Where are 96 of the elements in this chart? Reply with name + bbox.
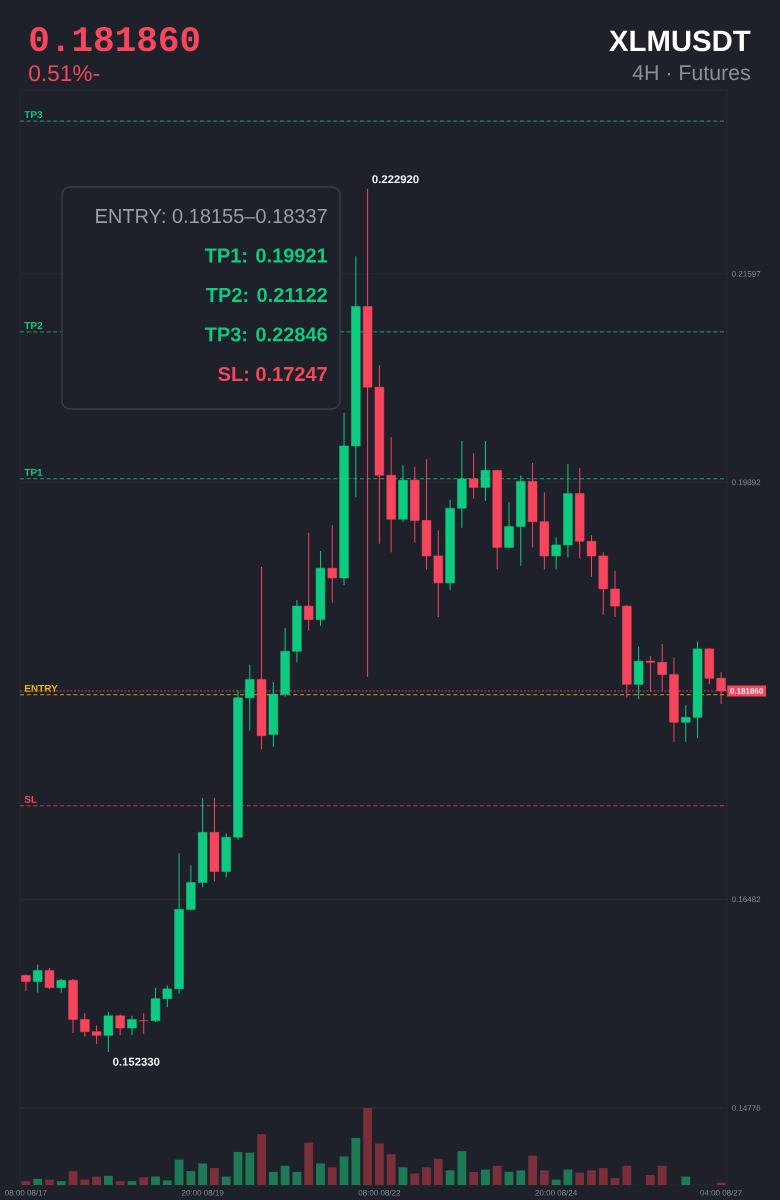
bar — [92, 1176, 102, 1185]
candlestick — [32, 963, 43, 994]
candlestick — [327, 524, 337, 603]
bar — [45, 1179, 54, 1185]
bar — [374, 1143, 384, 1185]
bar — [316, 1163, 325, 1185]
y-tick-label: 0.14776 — [732, 1105, 761, 1111]
candlestick — [657, 643, 667, 691]
candlestick — [633, 645, 644, 700]
bar — [363, 1108, 373, 1185]
bar — [103, 1175, 113, 1185]
bar — [210, 1168, 219, 1185]
bar — [422, 1167, 431, 1185]
bar — [280, 1165, 290, 1185]
ref-line-label: ENTRY — [24, 684, 58, 692]
y-tick-label: 0.16482 — [732, 896, 761, 903]
bar — [516, 1170, 526, 1185]
bar — [127, 1181, 137, 1185]
bar — [198, 1163, 208, 1185]
annotation: ENTRY: 0.18155–0.18337 — [96, 208, 327, 224]
candlestick — [245, 664, 255, 732]
annotation: TP2: 0.21122 — [206, 287, 327, 303]
bar — [598, 1168, 608, 1185]
candlestick — [304, 532, 314, 632]
bar — [410, 1173, 420, 1185]
candlestick — [504, 501, 514, 550]
candlestick — [103, 1011, 114, 1053]
bar — [575, 1172, 585, 1185]
y-tick-label: 0.21597 — [732, 270, 761, 277]
bar — [539, 1170, 549, 1185]
candlestick — [139, 1012, 149, 1035]
candlestick — [551, 537, 561, 570]
bar — [304, 1142, 314, 1185]
bar — [398, 1167, 408, 1185]
bar — [233, 1151, 243, 1185]
candlestick — [610, 570, 620, 618]
x-tick-label: 20:00 08/24 — [535, 1189, 578, 1196]
candlestick — [80, 1012, 90, 1038]
bar — [587, 1170, 596, 1185]
candlestick — [91, 1025, 102, 1045]
x-tick-label: 04:00 08/27 — [700, 1189, 742, 1196]
annotation: 0.222920 — [372, 175, 419, 184]
ref-line-label: SL — [24, 795, 37, 803]
candlestick — [21, 973, 31, 992]
chart-title: XLMUSDT — [609, 30, 751, 52]
bar — [657, 1165, 667, 1185]
bar — [645, 1174, 655, 1185]
candlestick — [127, 1015, 137, 1036]
bar — [221, 1176, 231, 1185]
bar — [681, 1176, 691, 1185]
bar — [257, 1134, 266, 1185]
bar — [551, 1179, 561, 1185]
bar — [433, 1158, 443, 1185]
bar — [327, 1167, 337, 1185]
bar — [610, 1178, 620, 1185]
bar — [292, 1171, 302, 1185]
bar — [351, 1138, 361, 1185]
chart-subtitle: 4H · Futures — [632, 65, 750, 81]
text: 0.181860 — [30, 26, 199, 52]
bar — [186, 1171, 196, 1185]
bar — [68, 1171, 78, 1185]
bar — [445, 1170, 455, 1185]
text: 0.51%- — [29, 65, 100, 82]
x-tick-label: 20:00 08/19 — [181, 1189, 224, 1196]
annotation: 0.152330 — [113, 1057, 160, 1066]
x-tick-label: 08:00 08/22 — [358, 1189, 401, 1196]
bar — [716, 1182, 726, 1185]
bar — [33, 1178, 43, 1185]
ref-line-label: TP2 — [24, 321, 43, 329]
bar — [528, 1155, 537, 1185]
bar — [139, 1177, 149, 1185]
bar — [115, 1181, 125, 1185]
bar — [457, 1151, 467, 1185]
bar — [80, 1179, 90, 1185]
annotation: SL: 0.17247 — [218, 366, 327, 382]
annotation: TP3: 0.22846 — [204, 327, 327, 342]
bar — [21, 1181, 31, 1185]
bar — [245, 1152, 255, 1185]
annotation: TP1: 0.19921 — [204, 248, 328, 263]
bar — [469, 1171, 479, 1185]
bar — [268, 1171, 278, 1185]
bar — [151, 1176, 160, 1185]
candlestick — [468, 452, 479, 499]
x-tick-label: 08:00 08/17 — [5, 1189, 47, 1196]
bar — [622, 1165, 632, 1185]
bar — [162, 1180, 172, 1185]
y-tick-label: 0.19892 — [732, 479, 761, 486]
bar — [386, 1154, 396, 1185]
bar — [492, 1165, 502, 1185]
ref-line-label: 0.181860 — [730, 688, 763, 694]
bar — [504, 1171, 514, 1185]
ref-line-label: TP1 — [24, 468, 43, 476]
bar — [481, 1169, 490, 1185]
bar — [56, 1181, 66, 1185]
ref-line-label: TP3 — [24, 111, 43, 119]
candlestick — [44, 967, 55, 990]
